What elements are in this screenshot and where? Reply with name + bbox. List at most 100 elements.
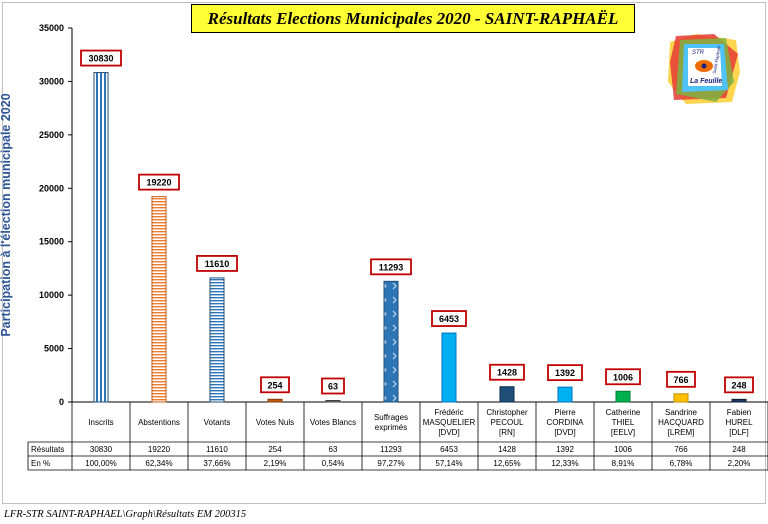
logo-bottom-text: La Feuille: [690, 78, 722, 85]
data-label-box: [138, 173, 180, 191]
table-row-label: En %: [31, 459, 50, 468]
data-label: 30830: [88, 54, 113, 64]
category-label: Votes Nuls: [256, 418, 294, 427]
data-label-box: [321, 377, 345, 395]
bar: [615, 390, 631, 403]
table-cell: 63: [329, 445, 338, 454]
category-label: PECOUL: [491, 418, 524, 427]
data-label-box: [260, 376, 290, 394]
category-label: HUREL: [725, 418, 753, 427]
table-cell: 12,65%: [493, 459, 520, 468]
footer-path: LFR-STR SAINT-RAPHAEL\Graph\Résultats EM…: [4, 509, 247, 520]
category-label: [DVD]: [554, 428, 575, 437]
table-cell: 1428: [498, 445, 516, 454]
data-label-box: [489, 363, 525, 381]
y-tick-label: 25000: [39, 130, 64, 140]
category-label: [RN]: [499, 428, 515, 437]
data-label: 11610: [205, 259, 230, 269]
table-cell: 1392: [556, 445, 574, 454]
data-label: 1392: [555, 368, 575, 378]
bar: [731, 398, 747, 403]
category-label: Suffrages: [374, 413, 408, 422]
table-row-label: Résultats: [31, 445, 64, 454]
table-cell: 2,19%: [264, 459, 287, 468]
y-tick-label: 35000: [39, 23, 64, 33]
bar: [441, 332, 457, 403]
category-label: exprimés: [375, 423, 407, 432]
table-cell: 30830: [90, 445, 113, 454]
y-tick-label: 20000: [39, 183, 64, 193]
bar: [267, 398, 283, 403]
bar: [151, 196, 167, 403]
category-label: Sandrine: [665, 408, 698, 417]
category-label: Frédéric: [434, 408, 463, 417]
data-label-box: [80, 49, 122, 67]
table-cell: 248: [732, 445, 746, 454]
bar: [673, 393, 689, 403]
category-label: Christopher: [486, 408, 528, 417]
table-cell: 11293: [380, 445, 402, 454]
y-tick-label: 10000: [39, 290, 64, 300]
logo-top-text: STR: [692, 50, 705, 56]
data-label-box: [547, 364, 583, 382]
bar: [325, 400, 341, 403]
category-label: HACQUARD: [658, 418, 704, 427]
data-labels-group: 30830 19220 11610 254 63 11293 6453 1428 1392 100…: [80, 49, 754, 395]
category-label: Abstentions: [138, 418, 180, 427]
bar: [557, 386, 573, 403]
category-label: CORDINA: [547, 418, 585, 427]
data-table: Inscrits Abstentions Votants Votes Nuls Vote…: [27, 402, 768, 471]
bar: [383, 280, 399, 403]
table-cell: 57,14%: [435, 459, 462, 468]
data-label: 6453: [439, 314, 459, 324]
category-label: Pierre: [554, 408, 576, 417]
table-cell: 62,34%: [145, 459, 172, 468]
y-tick-label: 15000: [39, 237, 64, 247]
category-label: Votants: [204, 418, 231, 427]
y-tick-label: 30000: [39, 76, 64, 86]
data-label: 766: [673, 375, 688, 385]
category-label: [DLF]: [729, 428, 749, 437]
table-cell: 8,91%: [612, 459, 635, 468]
data-label: 248: [731, 380, 746, 390]
data-label: 1006: [613, 372, 633, 382]
data-label-box: [666, 370, 696, 388]
table-cell: 37,66%: [203, 459, 230, 468]
data-label: 63: [328, 382, 338, 392]
data-label: 254: [267, 380, 282, 390]
table-cell: 19220: [148, 445, 171, 454]
chart-frame: [2, 2, 766, 504]
category-label: Inscrits: [88, 418, 113, 427]
table-cell: 254: [268, 445, 282, 454]
table-cell: 6,78%: [670, 459, 693, 468]
data-label-box: [605, 368, 641, 386]
data-label-box: [196, 255, 238, 272]
category-label: Votes Blancs: [310, 418, 356, 427]
chart-title: Résultats Elections Municipales 2020 - S…: [191, 4, 635, 33]
category-label: [LREM]: [668, 428, 695, 437]
data-label: 19220: [146, 178, 171, 188]
la-feuille-logo: STR Saint-Raphaël La Feuille: [666, 32, 742, 106]
data-label: 1428: [497, 368, 517, 378]
bar: [209, 277, 225, 403]
category-label: MASQUELIER: [423, 418, 476, 427]
bar: [93, 72, 109, 403]
bar: [499, 386, 515, 403]
category-label: THIEL: [612, 418, 635, 427]
data-label: 11293: [379, 262, 404, 272]
data-label-box: [724, 376, 754, 394]
table-cell: 1006: [614, 445, 632, 454]
table-cell: 11610: [206, 445, 228, 454]
category-label: Catherine: [606, 408, 641, 417]
category-label: Fabien: [727, 408, 751, 417]
table-cell: 766: [674, 445, 688, 454]
logo-side-text: Saint-Raphaël: [712, 45, 722, 74]
table-cell: 2,20%: [728, 459, 751, 468]
y-tick-label: 5000: [44, 344, 64, 354]
y-tick-label: 0: [59, 397, 64, 407]
data-label-box: [431, 310, 467, 327]
axes-group: 0 5000 10000 15000 20000 25000 30000 35000: [39, 23, 768, 407]
table-cell: 6453: [440, 445, 458, 454]
category-label: [DVD]: [438, 428, 459, 437]
